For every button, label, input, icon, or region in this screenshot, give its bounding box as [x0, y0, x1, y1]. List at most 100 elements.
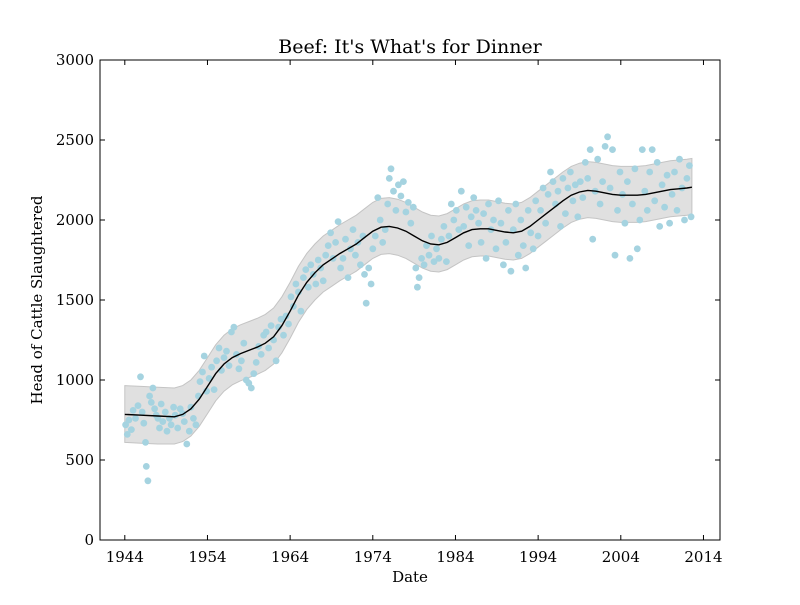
data-point [322, 251, 330, 259]
data-point [455, 226, 463, 234]
data-point [132, 415, 139, 422]
data-point [505, 207, 512, 214]
data-point [379, 239, 387, 246]
data-point [418, 255, 425, 262]
data-point [542, 219, 549, 227]
data-point [138, 408, 146, 416]
data-point [636, 216, 644, 224]
y-tick-label: 2500 [56, 131, 94, 149]
data-point [361, 271, 368, 278]
data-point [480, 210, 487, 218]
data-point [443, 258, 450, 265]
data-point [144, 477, 152, 485]
data-point [247, 384, 255, 392]
data-point [220, 354, 228, 361]
data-point [183, 440, 191, 448]
data-point [433, 245, 440, 253]
data-point [185, 427, 193, 435]
data-point [149, 384, 157, 392]
data-point [507, 267, 515, 275]
data-point [324, 242, 332, 250]
data-point [661, 203, 668, 211]
data-point [658, 181, 666, 189]
x-tick-label: 1994 [519, 548, 557, 566]
data-point [159, 418, 167, 425]
data-point [334, 218, 342, 226]
data-point [539, 184, 547, 192]
data-point [407, 219, 415, 227]
data-point [457, 187, 465, 195]
y-axis-label: Head of Cattle Slaughtered [28, 195, 46, 404]
data-point [199, 368, 206, 376]
data-point [371, 232, 379, 240]
data-point [470, 194, 478, 202]
data-point [280, 331, 287, 339]
data-point [327, 229, 334, 237]
data-point [352, 251, 359, 259]
data-point [404, 199, 412, 206]
data-point [522, 264, 530, 272]
data-point [314, 256, 322, 264]
data-point [267, 322, 275, 329]
data-point [397, 192, 405, 200]
data-point [656, 223, 664, 230]
data-point [125, 416, 133, 424]
data-point [123, 431, 131, 438]
data-point [409, 203, 417, 211]
data-point [438, 235, 445, 243]
data-point [302, 266, 310, 273]
data-point [215, 344, 223, 352]
data-point [576, 178, 584, 186]
data-point [537, 207, 544, 214]
data-point [683, 175, 691, 182]
x-tick-label: 1944 [106, 548, 144, 566]
chart-title: Beef: It's What's for Dinner [278, 36, 542, 58]
data-point [300, 274, 307, 281]
data-point [509, 226, 517, 234]
data-point [384, 200, 392, 208]
data-point [208, 363, 216, 371]
data-point [681, 216, 688, 224]
plot-area: 1944 1954 1964 1974 1984 1994 2004 2014 0 500 1000… [56, 51, 723, 566]
data-point [646, 168, 654, 176]
data-point [312, 280, 320, 288]
data-point [554, 187, 562, 195]
data-point [420, 261, 428, 269]
data-point [495, 197, 502, 205]
data-point [157, 400, 165, 408]
data-point [447, 200, 455, 208]
data-point [142, 463, 150, 470]
data-point [472, 207, 480, 214]
data-point [594, 155, 602, 163]
data-point [609, 146, 616, 154]
data-point [559, 175, 567, 182]
data-point [337, 264, 344, 272]
data-point [319, 277, 327, 285]
data-point [376, 216, 384, 224]
data-point [604, 133, 611, 141]
data-point [534, 232, 542, 240]
data-point [156, 424, 163, 432]
data-point [412, 264, 420, 272]
data-point [606, 184, 614, 192]
data-point [475, 219, 482, 227]
data-point [586, 146, 594, 154]
data-point [225, 362, 233, 369]
data-point [482, 255, 490, 262]
data-point [529, 245, 537, 253]
data-point [163, 427, 171, 435]
data-point [547, 168, 554, 176]
data-point [147, 399, 155, 406]
data-point [238, 357, 245, 365]
y-tick-label: 500 [65, 451, 94, 469]
y-tick-label: 1000 [56, 371, 94, 389]
data-point [557, 223, 564, 230]
data-point [527, 229, 535, 237]
data-point [167, 421, 175, 429]
data-point [400, 178, 407, 186]
data-point [532, 197, 540, 205]
data-point [339, 255, 347, 262]
data-point [250, 370, 258, 377]
data-point [445, 232, 453, 240]
y-tick-label: 1500 [56, 291, 94, 309]
